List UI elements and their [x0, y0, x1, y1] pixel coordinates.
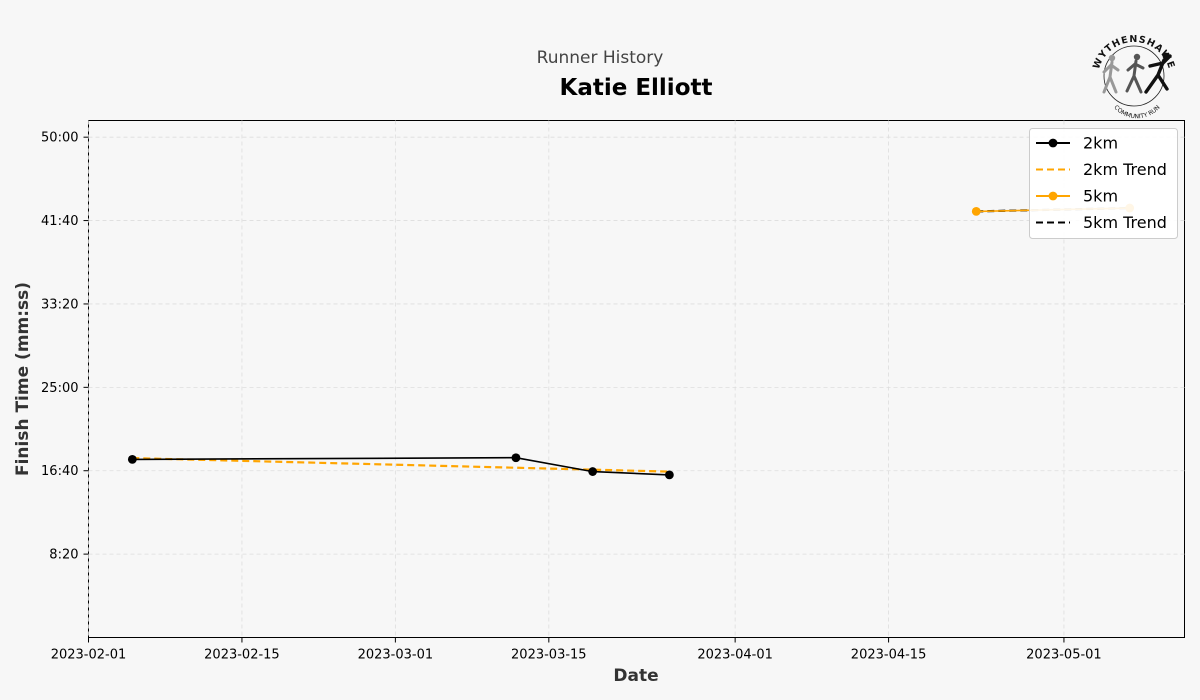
legend-marker-5km: [1048, 191, 1058, 201]
chart-subtitle: Runner History: [537, 48, 664, 68]
legend-label-5km-trend: 5km Trend: [1083, 213, 1167, 232]
chart-title: Katie Elliott: [560, 75, 713, 101]
data-point-2km: [511, 453, 521, 463]
y-tick-label: 8:20: [49, 548, 78, 563]
x-tick-label: 2023-04-15: [851, 648, 927, 663]
x-tick-label: 2023-05-01: [1026, 648, 1102, 663]
data-point-2km: [664, 470, 674, 480]
series-line-2km: [132, 456, 670, 476]
series-line-2km-trend: [132, 457, 670, 473]
x-axis-label: Date: [613, 666, 658, 686]
y-axis-label: Finish Time (mm:ss): [13, 282, 33, 476]
y-tick-label: 41:40: [41, 214, 78, 229]
plot-area: [88, 120, 1185, 638]
x-tick-label: 2023-03-01: [358, 648, 434, 663]
legend-box: [1029, 128, 1178, 239]
legend-marker-2km: [1048, 138, 1058, 148]
runner-figure-mid: [1125, 53, 1145, 94]
logo-ring: [1103, 45, 1165, 107]
data-point-5km: [971, 206, 981, 216]
y-tick-label: 16:40: [41, 464, 78, 479]
logo-bottom-text: COMMUNITY RUN: [1112, 104, 1161, 120]
grid: [88, 120, 1185, 638]
y-axis-ticks: 8:20 16:40 25:00 33:20 41:40 50:00: [41, 131, 89, 563]
legend: 2km 2km Trend 5km 5km Trend: [1029, 128, 1178, 239]
x-tick-label: 2023-03-15: [511, 648, 587, 663]
wythenshawe-logo: WYTHENSHAWE COMMUNITY RUN: [1091, 34, 1176, 120]
y-tick-label: 25:00: [41, 381, 78, 396]
x-tick-label: 2023-02-01: [51, 648, 127, 663]
runner-figure-dark: [1144, 52, 1172, 94]
data-point-2km: [127, 454, 137, 464]
data-point-2km: [588, 467, 598, 476]
runner-figure-light: [1102, 54, 1120, 94]
legend-label-2km-trend: 2km Trend: [1083, 160, 1167, 179]
x-tick-label: 2023-02-15: [204, 648, 280, 663]
legend-label-5km: 5km: [1083, 187, 1118, 206]
y-tick-label: 33:20: [41, 297, 78, 312]
legend-label-2km: 2km: [1083, 134, 1118, 153]
y-tick-label: 50:00: [41, 131, 78, 146]
x-axis-ticks: 2023-02-01 2023-02-15 2023-03-01 2023-03-15…: [51, 637, 1102, 663]
x-tick-label: 2023-04-01: [697, 648, 773, 663]
